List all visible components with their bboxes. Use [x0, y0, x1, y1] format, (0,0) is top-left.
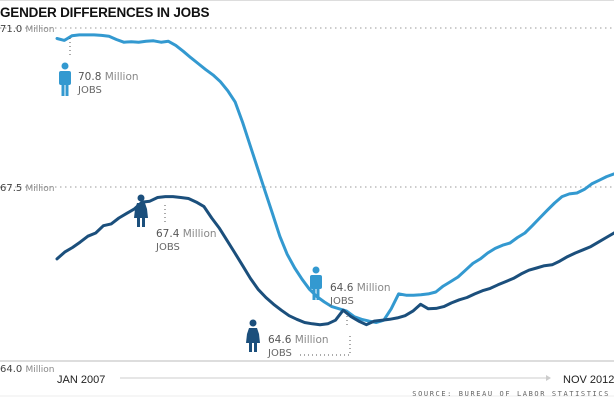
- female-icon: [134, 194, 148, 227]
- x-end-label: NOV 2012: [563, 374, 614, 386]
- gridlines: [0, 27, 614, 188]
- x-arrow-head: [546, 375, 551, 381]
- women-peak-annotation-value: 67.4 Million: [156, 228, 217, 240]
- series-lines: [55, 33, 614, 327]
- x-start-label: JAN 2007: [57, 374, 105, 386]
- y-tick-label: 67.5 Million: [0, 183, 54, 194]
- y-tick-unit: Million: [25, 184, 54, 194]
- annotation-unit: Million: [183, 228, 217, 240]
- chart-title: GENDER DIFFERENCES IN JOBS: [0, 5, 210, 20]
- women-trough-annotation-value: 64.6 Million: [268, 334, 329, 346]
- annotation-unit: Million: [357, 282, 391, 294]
- source-note: SOURCE: BUREAU OF LABOR STATISTICS: [412, 390, 610, 398]
- series-line-men: [55, 33, 614, 324]
- y-tick-label: 64.0 Million: [0, 364, 54, 375]
- annotation-number: 64.6: [268, 334, 295, 346]
- y-tick-unit: Million: [25, 25, 54, 35]
- y-tick-label: 71.0 Million: [0, 24, 54, 35]
- annotation-number: 67.4: [156, 228, 183, 240]
- annotation-number: 64.6: [330, 282, 357, 294]
- y-tick-value: 67.5: [0, 183, 25, 194]
- annotation-unit: Million: [295, 334, 329, 346]
- men-trough-annotation-value: 64.6 Million: [330, 282, 391, 294]
- women-peak-annotation-sub: JOBS: [155, 242, 180, 253]
- y-tick-value: 64.0: [0, 364, 25, 375]
- top-rule: [0, 0, 614, 1]
- male-icon: [310, 266, 322, 300]
- men-peak-annotation-sub: JOBS: [77, 85, 102, 96]
- y-tick-unit: Million: [25, 365, 54, 375]
- y-tick-value: 71.0: [0, 24, 25, 35]
- men-peak-annotation-value: 70.8 Million: [78, 71, 139, 83]
- men-trough-annotation-sub: JOBS: [329, 296, 354, 307]
- male-icon: [59, 62, 71, 96]
- female-icon: [246, 319, 260, 352]
- annotation-number: 70.8: [78, 71, 105, 83]
- annotation-unit: Million: [105, 71, 139, 83]
- series-line-women: [55, 195, 614, 327]
- women-trough-annotation-sub: JOBS: [267, 348, 292, 359]
